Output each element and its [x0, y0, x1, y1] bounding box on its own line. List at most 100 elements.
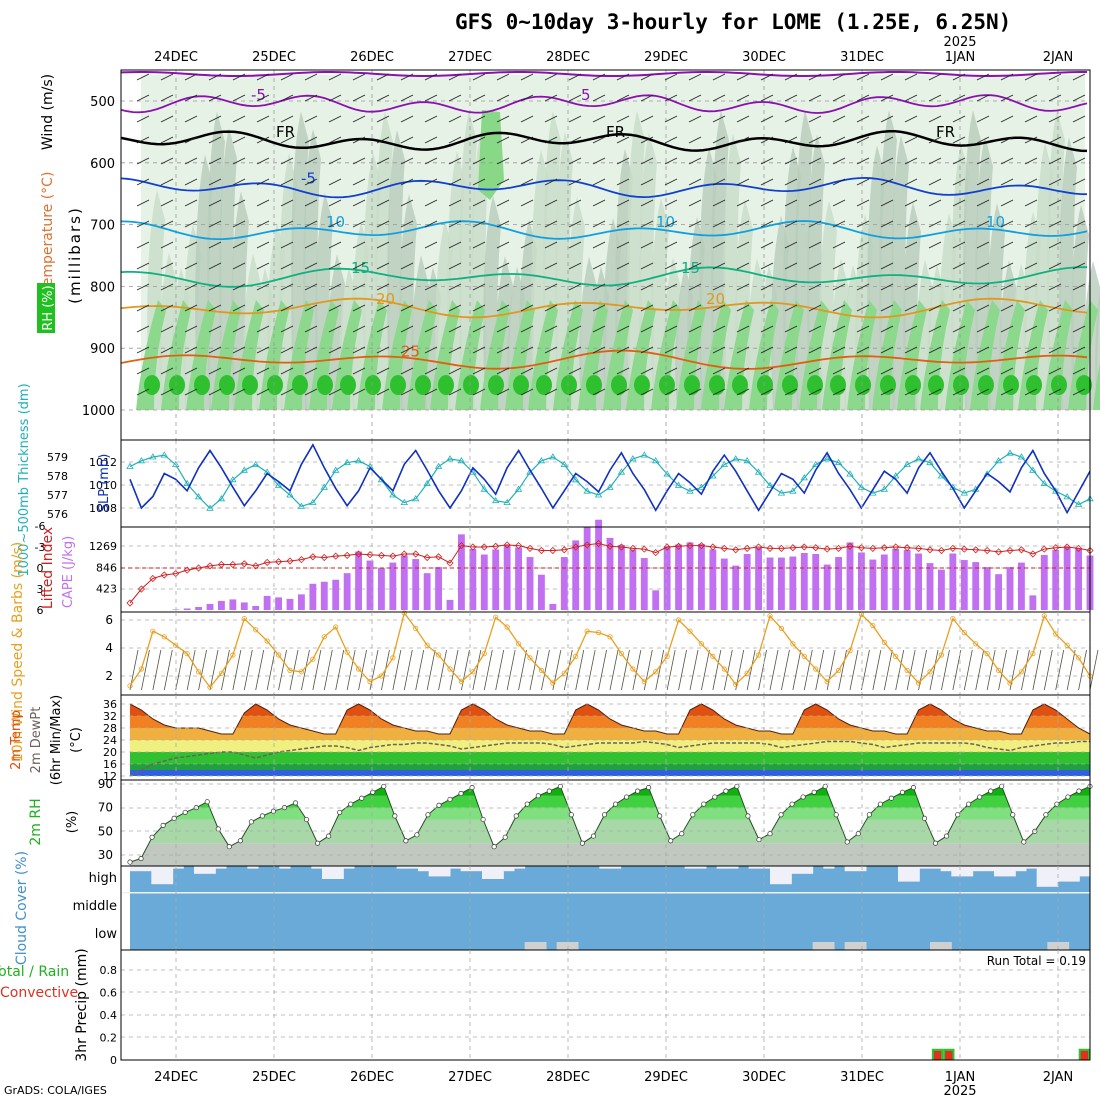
cape-bar [778, 557, 785, 610]
temp-band [130, 764, 1090, 770]
wind-barb-10m [152, 649, 162, 691]
wind-speed-marker [150, 628, 156, 634]
wind-barb [352, 136, 366, 144]
wind-barb-10m [929, 649, 939, 691]
rh-saturated-spot [536, 375, 552, 395]
wind-barb-10m [346, 649, 356, 691]
li-marker [1029, 550, 1037, 558]
wind-barb [424, 262, 438, 270]
wind-barb [400, 115, 414, 123]
wind-barb [1072, 241, 1086, 249]
wind-speed-marker [790, 641, 796, 647]
wind-barb [928, 73, 942, 81]
thickness-marker [583, 487, 591, 494]
rh-marker [513, 813, 519, 819]
rh-marker [855, 831, 861, 837]
wind-barb [280, 241, 294, 249]
wind-barb [808, 157, 822, 165]
wind-barb-10m [621, 649, 630, 691]
wind-speed-marker [253, 627, 259, 633]
wind-barb [184, 73, 198, 81]
cloud-high-gap [1004, 866, 1016, 877]
bottom-date-label: 2JAN [1043, 1070, 1074, 1085]
rh-marker [359, 795, 365, 801]
wind-barb [280, 346, 294, 354]
wind-barb [424, 346, 438, 354]
wind-speed-marker [367, 678, 373, 685]
wind-barb [1048, 388, 1062, 396]
wind-barb [856, 199, 870, 207]
wind-barb [808, 241, 822, 249]
cloud-high-gap [823, 866, 835, 869]
wind-barb [640, 367, 654, 375]
wind-barb [760, 283, 774, 291]
wind-barb [664, 367, 678, 375]
wind-barb [472, 73, 486, 81]
wind-barb [472, 136, 486, 144]
rh-marker [1043, 812, 1049, 818]
precip-tick-label: 0.8 [100, 964, 118, 977]
wind-barb [808, 136, 822, 144]
wind-barb-10m [906, 649, 916, 691]
wind-barb [1072, 367, 1086, 375]
wind-barb [664, 304, 678, 312]
wind-barb-10m [895, 649, 905, 691]
cloud-high-gap [172, 866, 184, 869]
wind-barb [1024, 388, 1038, 396]
wind-barb [736, 346, 750, 354]
thickness-marker [880, 485, 888, 492]
thickness-marker [457, 457, 466, 464]
wind-barb [280, 157, 294, 165]
credit-label: GrADS: COLA/IGES [4, 1084, 107, 1097]
cape-bar [869, 559, 877, 610]
wind-barb-10m [1078, 649, 1087, 691]
rh-saturated-spot [1051, 375, 1067, 395]
precip-panel: 0 0.2 0.4 0.6 0.8 Run Total = 0.19 3hr Precip … [0, 948, 1091, 1067]
thickness-marker [332, 466, 340, 473]
wind-barb [208, 241, 222, 249]
cloud-high-gap [204, 866, 216, 874]
wind-barb [736, 325, 750, 333]
wind-barb [472, 241, 486, 249]
wind-barb [856, 136, 870, 144]
wind-barb [1072, 262, 1086, 270]
wind-barb [328, 199, 342, 207]
wind-barb [712, 157, 726, 165]
wind-barb [376, 388, 390, 396]
wind-barb [592, 304, 606, 312]
wind-barb [256, 73, 270, 81]
cloud-high-gap [471, 866, 483, 872]
wind-barb [712, 304, 726, 312]
wind-barb [136, 115, 150, 123]
cloud-high-gap [503, 866, 515, 872]
rh-marker [877, 801, 883, 807]
wind-barb [688, 262, 702, 270]
wind-barb [1000, 136, 1014, 144]
wind-barb [400, 136, 414, 144]
wind-speed-marker [733, 681, 739, 688]
cape-bar [960, 560, 968, 610]
wind-speed-marker [915, 680, 922, 686]
wind-speed-marker [1075, 655, 1082, 661]
temp-ylabel-2: 2m DewPt [29, 707, 44, 774]
wind-barb [544, 346, 558, 354]
wind-barb [472, 220, 486, 228]
wind-speed-marker [1053, 631, 1059, 637]
wind-barb [424, 325, 438, 333]
rh-saturated-spot [194, 375, 210, 395]
li-tick-label: 0 [37, 562, 44, 575]
cloud-high-gap [855, 866, 867, 872]
wind-barb [640, 136, 654, 144]
wind-barb-10m [495, 649, 505, 691]
wind-barb [400, 325, 414, 333]
wind-barb [472, 304, 486, 312]
wind-barb [592, 325, 606, 333]
wind-barb [904, 157, 918, 165]
cape-bar [938, 569, 945, 610]
wind-barb [688, 73, 702, 81]
li-marker [526, 544, 534, 552]
cloud-high-gap [908, 866, 920, 882]
rh-marker [392, 813, 398, 819]
thickness-marker [914, 455, 923, 462]
rh-marker [149, 834, 155, 840]
